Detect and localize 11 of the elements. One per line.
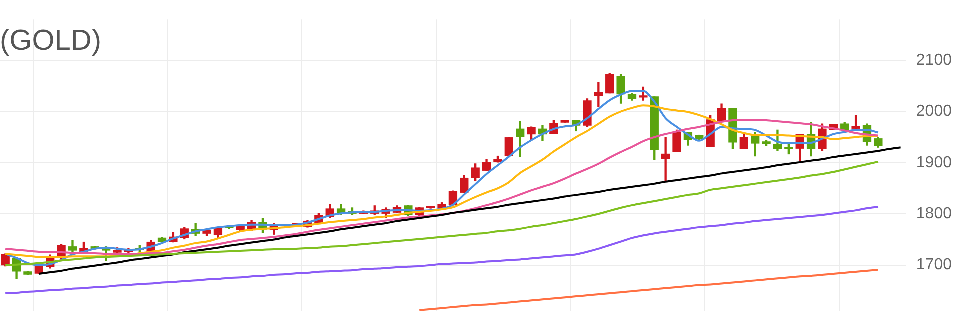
- y-tick-label: 1800: [916, 206, 952, 223]
- y-tick-label: 1900: [916, 154, 952, 172]
- y-tick-label: 2000: [916, 103, 952, 120]
- line-series: [418, 268, 880, 312]
- y-tick-label: 2100: [916, 52, 952, 69]
- line-series: [38, 146, 902, 276]
- line-series: [4, 206, 880, 294]
- candlestick: [594, 82, 604, 107]
- y-tick-label: 1700: [916, 256, 952, 274]
- chart-title: (GOLD): [0, 25, 102, 57]
- candlestick: [661, 137, 670, 182]
